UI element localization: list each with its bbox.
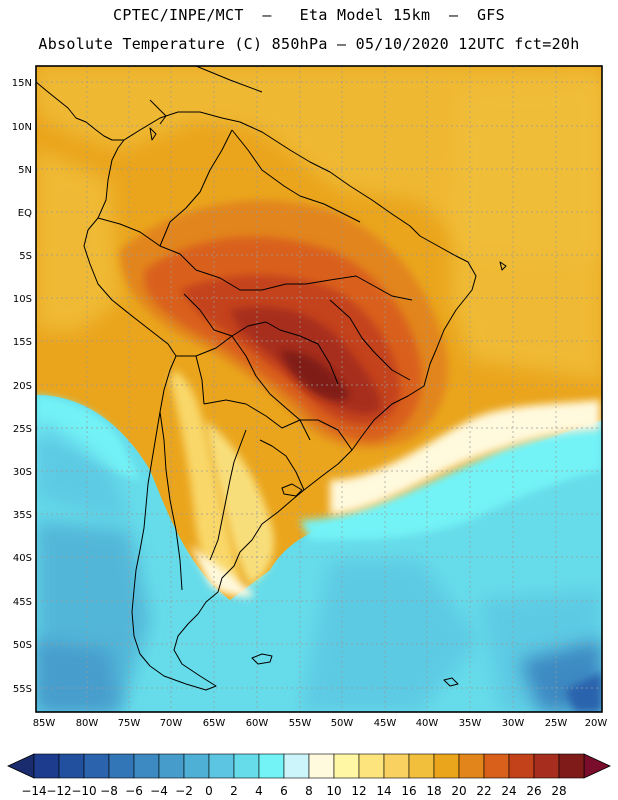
colorbar-swatch <box>358 753 385 779</box>
colorbar-label: 6 <box>280 784 288 798</box>
colorbar-swatch <box>408 753 435 779</box>
colorbar-swatch <box>158 753 185 779</box>
colorbar-label: −14 <box>21 784 46 798</box>
colorbar-swatch <box>258 753 285 779</box>
lat-tick-10S: 10S <box>13 294 32 305</box>
field-atlantic-cold-band <box>300 430 602 540</box>
lon-tick-80W: 80W <box>76 718 99 729</box>
colorbar-label: 2 <box>230 784 238 798</box>
colorbar-label: 24 <box>501 784 516 798</box>
title-line-2: Absolute Temperature (C) 850hPa – 05/10/… <box>38 35 580 53</box>
lon-tick-85W: 85W <box>33 718 56 729</box>
temperature-field <box>36 66 602 712</box>
colorbar-label: −2 <box>175 784 193 798</box>
lat-tick-10N: 10N <box>12 122 32 133</box>
colorbar: −14 −12 −10 −8 −6 −4 −2 0 2 4 6 8 10 12 14 16 18 20 22 24 26… <box>7 753 611 798</box>
lat-tick-35S: 35S <box>13 510 32 521</box>
lon-tick-25W: 25W <box>545 718 568 729</box>
colorbar-swatch <box>558 753 585 779</box>
lat-tick-40S: 40S <box>13 553 32 564</box>
colorbar-label: −6 <box>125 784 143 798</box>
colorbar-swatch <box>183 753 210 779</box>
lon-tick-75W: 75W <box>118 718 141 729</box>
colorbar-swatch <box>133 753 160 779</box>
colorbar-swatch <box>83 753 110 779</box>
lat-labels: 15N 10N 5N EQ 5S 10S 15S 20S 25S 30S 35S… <box>12 78 32 695</box>
field-atlantic-tropics <box>450 80 602 380</box>
lon-labels: 85W 80W 75W 70W 65W 60W 55W 50W 45W 40W … <box>33 718 608 729</box>
colorbar-swatch <box>508 753 535 779</box>
colorbar-swatch <box>33 753 60 779</box>
colorbar-swatch <box>383 753 410 779</box>
colorbar-swatch <box>233 753 260 779</box>
lon-tick-65W: 65W <box>203 718 226 729</box>
coastlines <box>36 66 507 691</box>
colorbar-label: −8 <box>100 784 118 798</box>
colorbar-label: 26 <box>526 784 541 798</box>
colorbar-label: −10 <box>71 784 96 798</box>
lat-tick-55S: 55S <box>13 684 32 695</box>
colorbar-left-arrow <box>7 753 35 779</box>
colorbar-label: −12 <box>46 784 71 798</box>
colorbar-label: 20 <box>451 784 466 798</box>
lon-tick-70W: 70W <box>160 718 183 729</box>
colorbar-label: 4 <box>255 784 263 798</box>
colorbar-label: 12 <box>351 784 366 798</box>
lon-tick-30W: 30W <box>502 718 525 729</box>
lat-tick-15N: 15N <box>12 78 32 89</box>
lon-tick-60W: 60W <box>246 718 269 729</box>
colorbar-label: 0 <box>205 784 213 798</box>
colorbar-swatch <box>483 753 510 779</box>
lat-tick-20S: 20S <box>13 381 32 392</box>
lat-tick-15S: 15S <box>13 337 32 348</box>
colorbar-label: 10 <box>326 784 341 798</box>
lon-tick-45W: 45W <box>374 718 397 729</box>
colorbar-right-arrow <box>583 753 611 779</box>
colorbar-label: 8 <box>305 784 313 798</box>
colorbar-swatch <box>108 753 135 779</box>
colorbar-swatch <box>283 753 310 779</box>
colorbar-swatch <box>458 753 485 779</box>
colorbar-label: 16 <box>401 784 416 798</box>
colorbar-label: 18 <box>426 784 441 798</box>
map-grid <box>36 66 602 712</box>
lon-tick-50W: 50W <box>331 718 354 729</box>
field-atlantic-transition <box>330 400 600 515</box>
colorbar-swatch <box>533 753 560 779</box>
colorbar-swatch <box>433 753 460 779</box>
lat-tick-5N: 5N <box>18 165 32 176</box>
lat-tick-25S: 25S <box>13 424 32 435</box>
colorbar-label: 14 <box>376 784 391 798</box>
colorbar-swatch <box>333 753 360 779</box>
lat-tick-EQ: EQ <box>18 208 32 219</box>
colorbar-label: 22 <box>476 784 491 798</box>
colorbar-swatch <box>58 753 85 779</box>
lon-tick-20W: 20W <box>585 718 608 729</box>
title-line-1: CPTEC/INPE/MCT – Eta Model 15km – GFS <box>113 6 505 24</box>
lat-tick-30S: 30S <box>13 467 32 478</box>
colorbar-label: −4 <box>150 784 168 798</box>
colorbar-swatch <box>308 753 335 779</box>
lon-tick-40W: 40W <box>416 718 439 729</box>
lat-tick-45S: 45S <box>13 597 32 608</box>
lat-tick-5S: 5S <box>19 251 32 262</box>
plot-frame <box>35 65 603 713</box>
colorbar-label: 28 <box>551 784 566 798</box>
lon-tick-35W: 35W <box>459 718 482 729</box>
colorbar-swatch <box>208 753 235 779</box>
lon-tick-55W: 55W <box>289 718 312 729</box>
lat-tick-50S: 50S <box>13 640 32 651</box>
